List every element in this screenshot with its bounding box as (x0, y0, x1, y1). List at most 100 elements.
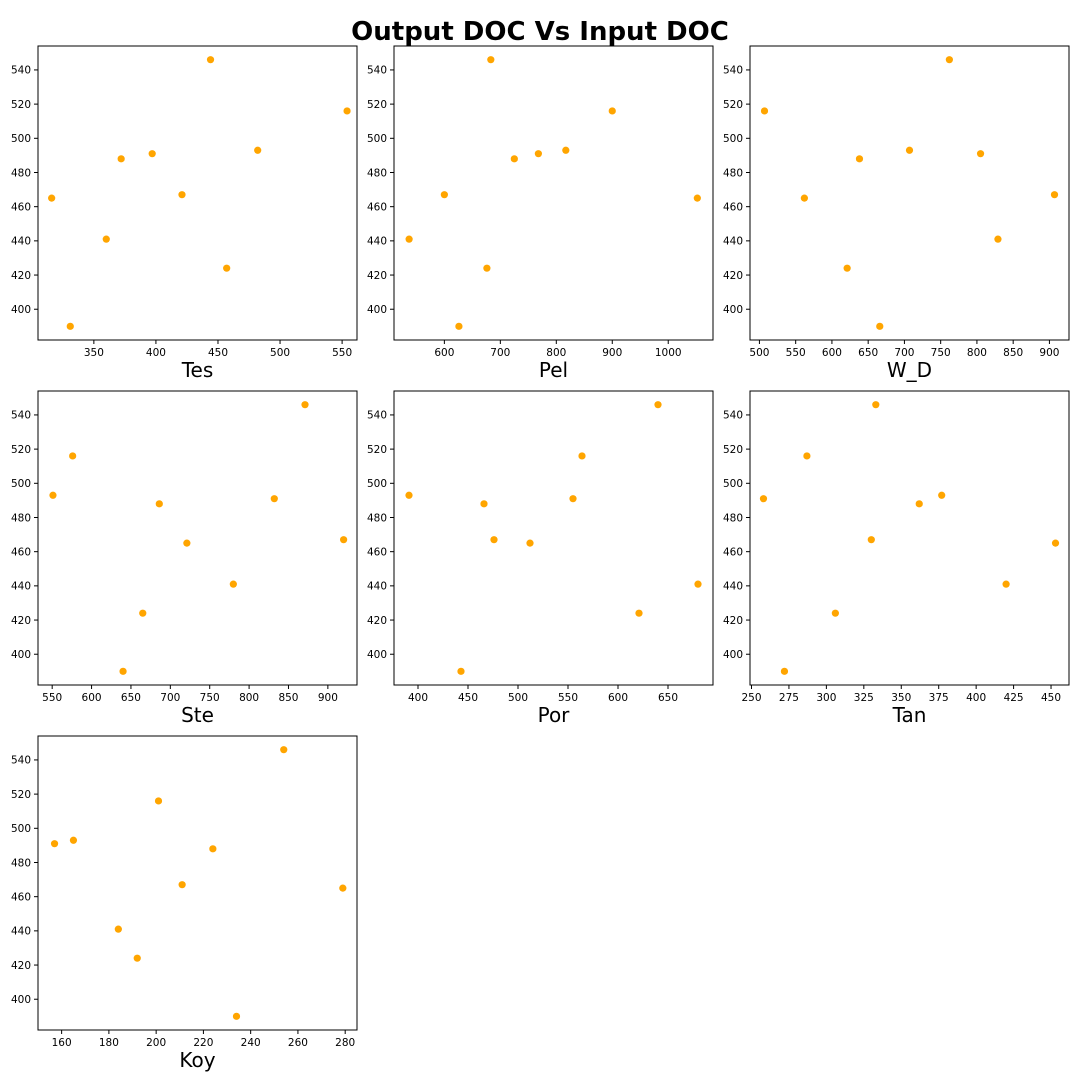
data-point (803, 452, 811, 460)
data-point (69, 452, 77, 460)
x-tick-label: 750 (200, 692, 220, 704)
data-point (178, 881, 186, 889)
y-tick-label: 500 (11, 823, 31, 835)
y-tick-label: 520 (367, 99, 387, 111)
data-point (510, 155, 518, 163)
x-tick-label: 400 (146, 347, 166, 359)
y-tick-label: 420 (723, 615, 743, 627)
y-tick-label: 500 (723, 133, 743, 145)
data-point (270, 495, 278, 503)
y-tick-label: 400 (11, 994, 31, 1006)
data-point (867, 536, 875, 544)
x-axis-label: Tes (181, 358, 214, 382)
x-tick-label: 450 (458, 692, 478, 704)
y-tick-label: 520 (11, 99, 31, 111)
x-tick-label: 750 (931, 347, 951, 359)
x-tick-label: 375 (929, 692, 949, 704)
y-tick-label: 540 (367, 65, 387, 77)
x-tick-label: 220 (193, 1037, 213, 1049)
data-point (994, 235, 1002, 243)
y-tick-label: 420 (367, 270, 387, 282)
data-point (405, 491, 413, 499)
data-point (526, 539, 534, 547)
x-axis-label: Ste (181, 703, 214, 727)
data-point (340, 536, 348, 544)
y-tick-label: 460 (723, 201, 743, 213)
x-tick-label: 900 (1039, 347, 1059, 359)
data-point (206, 56, 215, 64)
x-tick-label: 450 (1041, 692, 1061, 704)
data-point (578, 452, 586, 460)
x-tick-label: 500 (508, 692, 528, 704)
y-tick-label: 480 (367, 512, 387, 524)
panel-ste: 550 600 650 700 750 800 850 900 400 420 440 460 480 5… (11, 390, 358, 727)
data-point (843, 264, 851, 272)
y-tick-label: 500 (11, 133, 31, 145)
y-tick-label: 540 (367, 410, 387, 422)
x-tick-label: 550 (558, 692, 578, 704)
y-tick-label: 460 (11, 201, 31, 213)
y-tick-label: 540 (11, 65, 31, 77)
x-tick-label: 275 (779, 692, 799, 704)
x-tick-label: 1000 (655, 347, 682, 359)
y-tick-label: 400 (723, 649, 743, 661)
data-point (831, 609, 839, 617)
data-point (608, 107, 616, 115)
x-tick-label: 700 (490, 347, 510, 359)
data-point (69, 836, 78, 844)
x-tick-label: 300 (816, 692, 836, 704)
y-tick-label: 500 (367, 478, 387, 490)
x-tick-label: 350 (84, 347, 104, 359)
y-tick-label: 460 (11, 891, 31, 903)
data-point (945, 56, 953, 64)
y-tick-label: 520 (723, 99, 743, 111)
x-tick-label: 600 (608, 692, 628, 704)
x-tick-label: 325 (854, 692, 874, 704)
y-tick-label: 480 (367, 167, 387, 179)
x-tick-label: 850 (1003, 347, 1023, 359)
data-point (254, 146, 262, 154)
x-tick-label: 650 (858, 347, 878, 359)
x-tick-label: 600 (434, 347, 454, 359)
data-point (855, 155, 864, 163)
x-tick-label: 450 (208, 347, 228, 359)
y-tick-label: 480 (723, 512, 743, 524)
y-tick-label: 460 (367, 201, 387, 213)
x-tick-label: 260 (288, 1037, 308, 1049)
x-tick-label: 250 (741, 692, 761, 704)
x-tick-label: 850 (278, 692, 298, 704)
data-point (759, 495, 768, 503)
y-tick-label: 440 (11, 236, 31, 248)
data-point (114, 925, 122, 933)
x-tick-label: 550 (42, 692, 62, 704)
data-point (938, 491, 946, 499)
data-point (209, 845, 217, 853)
x-axis-label: Pel (539, 358, 568, 382)
data-point (280, 746, 288, 754)
y-tick-label: 540 (11, 755, 31, 767)
x-tick-label: 650 (121, 692, 141, 704)
data-point (339, 884, 347, 892)
data-point (119, 667, 127, 675)
data-point (232, 1012, 241, 1020)
y-tick-label: 460 (367, 546, 387, 558)
x-tick-label: 700 (160, 692, 180, 704)
data-point (905, 146, 914, 154)
data-point (405, 235, 413, 243)
figure-title: Output DOC Vs Input DOC (351, 17, 729, 47)
plot-frame (749, 390, 1070, 686)
y-tick-label: 420 (11, 615, 31, 627)
data-point (569, 495, 577, 503)
y-tick-label: 480 (11, 857, 31, 869)
data-point (800, 194, 808, 202)
y-tick-label: 420 (367, 615, 387, 627)
data-point (480, 500, 488, 508)
y-tick-label: 520 (367, 444, 387, 456)
y-tick-label: 440 (367, 581, 387, 593)
data-point (148, 150, 156, 158)
x-tick-label: 600 (82, 692, 102, 704)
data-point (1050, 191, 1059, 199)
x-tick-label: 280 (335, 1037, 355, 1049)
data-point (1002, 580, 1010, 588)
